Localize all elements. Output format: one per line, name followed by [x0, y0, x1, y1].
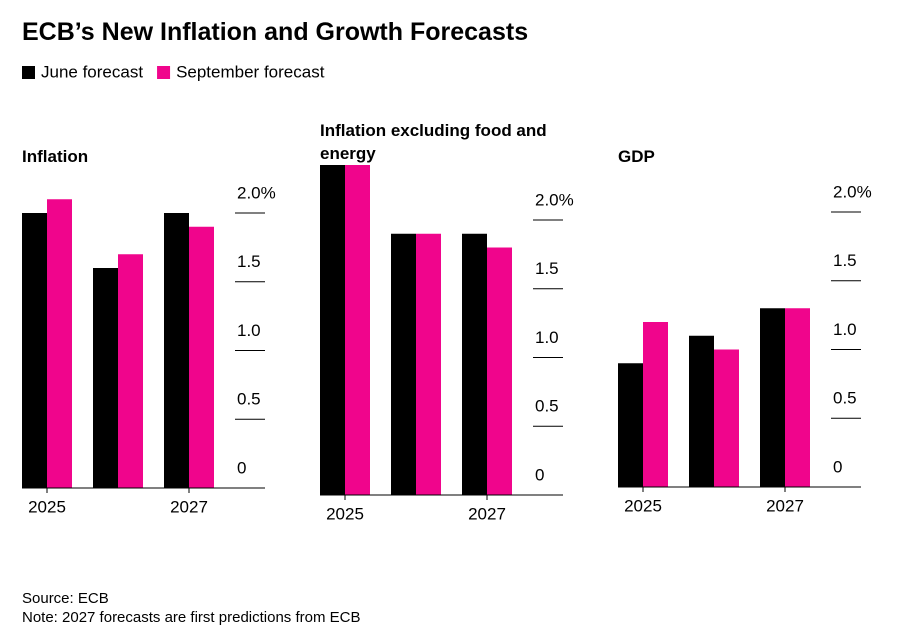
- bar: [118, 254, 143, 488]
- legend-swatch: [157, 66, 171, 79]
- y-tick-label: 0: [237, 458, 246, 477]
- y-tick-label: 2.0%: [237, 183, 276, 202]
- x-tick-label: 2025: [326, 504, 364, 523]
- bar: [689, 335, 714, 487]
- bar: [47, 199, 72, 488]
- y-tick-label: 0: [833, 457, 842, 476]
- x-tick-label: 2027: [766, 496, 804, 515]
- bar: [345, 165, 370, 495]
- y-tick-label: 2.0%: [535, 190, 574, 209]
- bar: [189, 226, 214, 488]
- y-tick-label: 1.5: [833, 251, 857, 270]
- y-tick-label: 0.5: [237, 390, 261, 409]
- chart-title: Inflation: [22, 147, 89, 166]
- y-tick-label: 1.0: [833, 320, 857, 339]
- x-tick-label: 2025: [624, 496, 662, 515]
- legend-label: June forecast: [41, 62, 143, 81]
- legend-label: September forecast: [176, 62, 325, 81]
- source: Source: ECB: [22, 590, 109, 607]
- y-tick-label: 0: [535, 465, 544, 484]
- bar: [714, 349, 739, 487]
- bar: [391, 233, 416, 495]
- bar: [487, 247, 512, 495]
- x-tick-label: 2027: [170, 497, 208, 516]
- note: Note: 2027 forecasts are first predictio…: [22, 609, 361, 626]
- chart-title: Inflation excluding food and energy: [320, 121, 547, 163]
- x-tick-label: 2027: [468, 504, 506, 523]
- bar: [643, 322, 668, 487]
- bar: [416, 233, 441, 495]
- bar: [22, 213, 47, 488]
- bar: [320, 165, 345, 495]
- legend-swatch: [22, 66, 35, 79]
- bar: [462, 233, 487, 495]
- y-tick-label: 1.0: [535, 328, 559, 347]
- bar: [760, 308, 785, 487]
- x-tick-label: 2025: [28, 497, 66, 516]
- bar: [785, 308, 810, 487]
- bar: [618, 363, 643, 487]
- y-tick-label: 0.5: [833, 389, 857, 408]
- y-tick-label: 0.5: [535, 397, 559, 416]
- title: ECB’s New Inflation and Growth Forecasts: [22, 18, 529, 46]
- y-tick-label: 1.0: [237, 321, 261, 340]
- chart-title: GDP: [618, 147, 655, 166]
- bar: [93, 268, 118, 488]
- y-tick-label: 1.5: [237, 252, 261, 271]
- y-tick-label: 2.0%: [833, 182, 872, 201]
- y-tick-label: 1.5: [535, 259, 559, 278]
- bar: [164, 213, 189, 488]
